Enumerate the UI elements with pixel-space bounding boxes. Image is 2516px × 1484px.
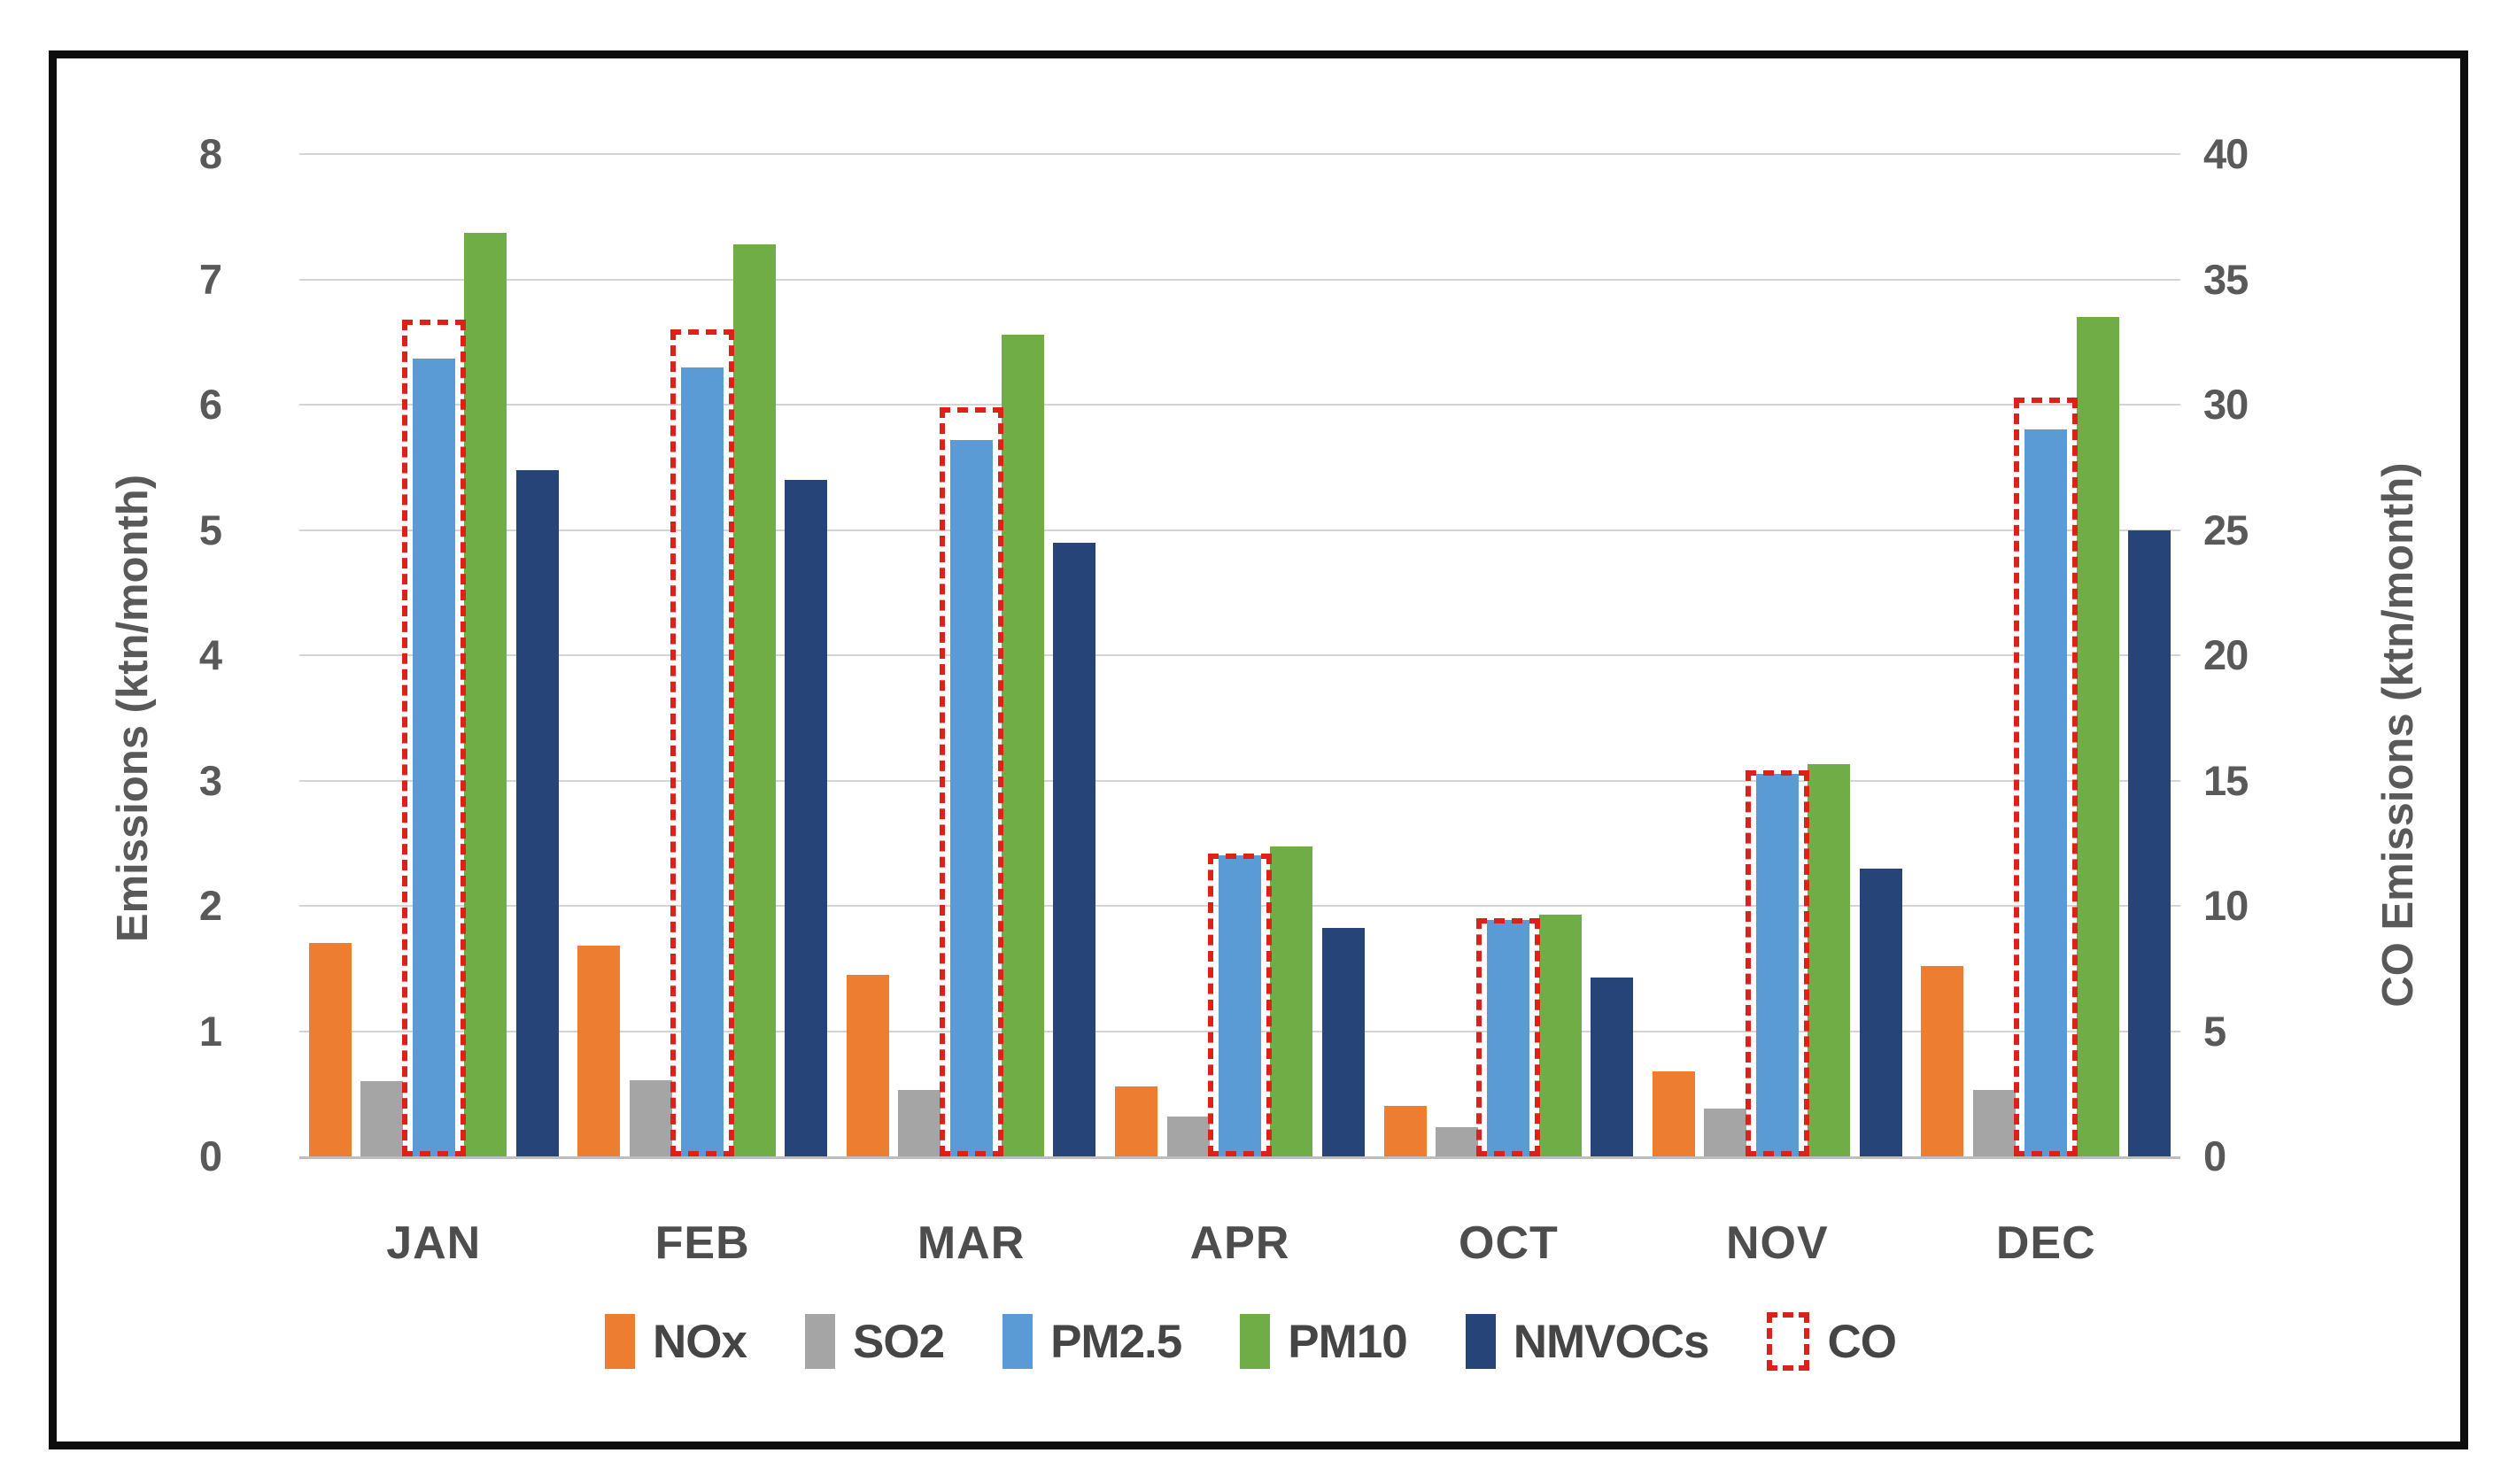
bar-JAN-NMVOCs <box>515 469 559 1156</box>
right-axis-tick-35: 35 <box>2203 255 2249 303</box>
x-axis-line <box>299 1156 2180 1159</box>
bar-APR-PM10 <box>1270 846 1313 1156</box>
bar-FEB-NOx <box>577 946 621 1156</box>
bar-JAN-CO-outline <box>401 319 466 1156</box>
left-axis-tick-5: 5 <box>198 506 222 553</box>
bar-MAR-PM10 <box>1001 334 1044 1156</box>
gridline <box>299 654 2180 656</box>
left-axis-tick-1: 1 <box>198 1007 222 1055</box>
legend-swatch-SO2 <box>805 1314 835 1369</box>
right-axis-tick-30: 30 <box>2203 381 2249 428</box>
bar-OCT-NMVOCs <box>1591 977 1634 1156</box>
right-axis-tick-40: 40 <box>2203 130 2249 177</box>
x-axis-label-NOV: NOV <box>1726 1217 1829 1269</box>
bar-NOV-SO2 <box>1704 1109 1747 1156</box>
left-axis-tick-0: 0 <box>198 1132 222 1179</box>
bar-DEC-CO-outline <box>2014 397 2079 1156</box>
bar-NOV-CO-outline <box>1745 770 1809 1156</box>
bar-JAN-SO2 <box>360 1081 404 1156</box>
bar-OCT-SO2 <box>1436 1127 1479 1156</box>
left-axis-tick-3: 3 <box>198 756 222 804</box>
gridline <box>299 404 2180 406</box>
legend-swatch-NMVOCs <box>1465 1314 1496 1369</box>
legend-item-PM10: PM10 <box>1240 1314 1408 1369</box>
legend-label-PM10: PM10 <box>1288 1315 1407 1368</box>
legend: NOx SO2 PM2.5 PM10 NMVOCs CO <box>49 1312 2452 1371</box>
bar-DEC-NOx <box>1921 965 1964 1156</box>
legend-item-SO2: SO2 <box>805 1314 945 1369</box>
bar-OCT-PM2.5 <box>1487 919 1530 1156</box>
bar-NOV-NMVOCs <box>1859 868 1902 1156</box>
bar-NOV-PM2.5 <box>1755 774 1799 1156</box>
legend-label-SO2: SO2 <box>853 1315 945 1368</box>
bar-APR-SO2 <box>1166 1116 1210 1156</box>
legend-label-NOx: NOx <box>653 1315 747 1368</box>
bar-DEC-SO2 <box>1972 1090 2016 1156</box>
gridline <box>299 278 2180 281</box>
right-axis-tick-0: 0 <box>2203 1132 2226 1179</box>
bar-APR-CO-outline <box>1208 853 1272 1156</box>
right-axis-tick-20: 20 <box>2203 631 2249 678</box>
right-axis-tick-25: 25 <box>2203 506 2249 553</box>
gridline <box>299 779 2180 782</box>
bar-APR-PM2.5 <box>1219 855 1261 1156</box>
bar-FEB-NMVOCs <box>784 479 827 1156</box>
left-axis-tick-7: 7 <box>198 255 222 303</box>
bar-APR-NMVOCs <box>1321 928 1365 1156</box>
legend-item-PM2.5: PM2.5 <box>1003 1314 1182 1369</box>
right-axis-tick-5: 5 <box>2203 1007 2226 1055</box>
legend-item-NOx: NOx <box>605 1314 747 1369</box>
bar-DEC-PM10 <box>2076 316 2119 1156</box>
x-axis-label-DEC: DEC <box>1995 1217 2096 1269</box>
bar-NOV-PM10 <box>1808 764 1851 1156</box>
left-axis-tick-8: 8 <box>198 130 222 177</box>
bar-FEB-CO-outline <box>670 329 735 1156</box>
legend-swatch-PM2.5 <box>1003 1314 1033 1369</box>
left-axis-tick-2: 2 <box>198 882 222 929</box>
left-axis-title: Emissions (ktn/month) <box>109 474 157 943</box>
bar-MAR-PM2.5 <box>949 439 993 1156</box>
legend-swatch-CO <box>1767 1312 1810 1371</box>
x-axis-label-FEB: FEB <box>654 1217 750 1269</box>
legend-item-CO: CO <box>1767 1312 1897 1371</box>
bar-APR-NOx <box>1115 1086 1158 1156</box>
legend-label-CO: CO <box>1827 1315 1896 1368</box>
gridline <box>299 153 2180 155</box>
legend-label-PM2.5: PM2.5 <box>1050 1315 1182 1368</box>
bar-JAN-PM10 <box>464 233 507 1156</box>
bar-OCT-PM10 <box>1538 914 1582 1156</box>
bar-MAR-NOx <box>846 974 889 1156</box>
bar-FEB-PM10 <box>732 243 776 1156</box>
x-axis-label-APR: APR <box>1189 1217 1290 1269</box>
bar-MAR-SO2 <box>898 1090 941 1156</box>
bar-FEB-PM2.5 <box>681 367 724 1156</box>
bar-FEB-SO2 <box>629 1079 672 1156</box>
bar-NOV-NOx <box>1653 1070 1696 1156</box>
right-axis-tick-15: 15 <box>2203 756 2249 804</box>
bar-OCT-CO-outline <box>1476 918 1541 1156</box>
bar-MAR-NMVOCs <box>1053 542 1096 1156</box>
x-axis-label-JAN: JAN <box>386 1217 482 1269</box>
bar-MAR-CO-outline <box>939 406 1003 1156</box>
bar-DEC-PM2.5 <box>2024 429 2068 1156</box>
x-axis-label-OCT: OCT <box>1459 1217 1559 1269</box>
bar-JAN-PM2.5 <box>412 358 455 1156</box>
right-axis-tick-10: 10 <box>2203 882 2249 929</box>
left-axis-tick-4: 4 <box>198 631 222 678</box>
legend-item-NMVOCs: NMVOCs <box>1465 1314 1710 1369</box>
left-axis-tick-6: 6 <box>198 381 222 428</box>
right-axis-title: CO Emissions (ktn/month) <box>2374 462 2422 1008</box>
legend-swatch-NOx <box>605 1314 636 1369</box>
bar-JAN-NOx <box>308 943 352 1156</box>
x-axis-label-MAR: MAR <box>917 1217 1026 1269</box>
bar-OCT-NOx <box>1383 1106 1427 1156</box>
bar-DEC-NMVOCs <box>2128 529 2172 1156</box>
legend-label-NMVOCs: NMVOCs <box>1513 1315 1710 1368</box>
gridline <box>299 529 2180 531</box>
legend-swatch-PM10 <box>1240 1314 1271 1369</box>
